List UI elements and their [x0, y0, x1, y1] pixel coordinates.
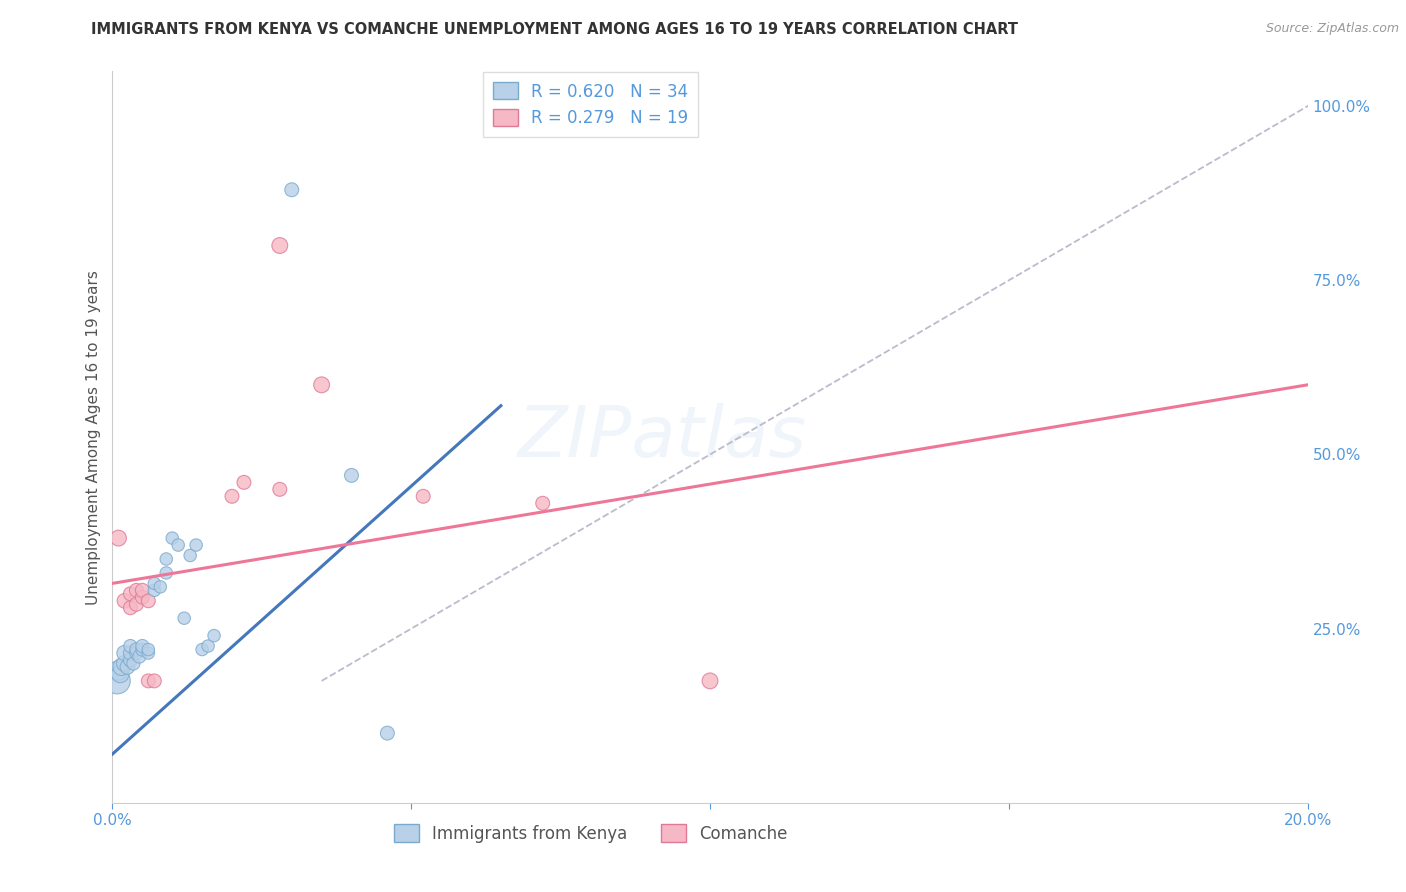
Point: [269, 483, 291, 497]
Point: [131, 639, 153, 653]
Point: [138, 646, 160, 660]
Point: [107, 531, 129, 545]
Point: [531, 496, 554, 510]
Point: [179, 549, 201, 563]
Point: [120, 600, 142, 615]
Point: [155, 552, 177, 566]
Point: [131, 591, 153, 605]
Point: [128, 649, 150, 664]
Text: IMMIGRANTS FROM KENYA VS COMANCHE UNEMPLOYMENT AMONG AGES 16 TO 19 YEARS CORRELA: IMMIGRANTS FROM KENYA VS COMANCHE UNEMPL…: [91, 22, 1018, 37]
Point: [197, 639, 219, 653]
Legend: Immigrants from Kenya, Comanche: Immigrants from Kenya, Comanche: [387, 818, 794, 849]
Point: [120, 646, 142, 660]
Y-axis label: Unemployment Among Ages 16 to 19 years: Unemployment Among Ages 16 to 19 years: [86, 269, 101, 605]
Point: [233, 475, 256, 490]
Point: [125, 597, 148, 611]
Point: [221, 489, 243, 503]
Point: [114, 657, 135, 671]
Point: [281, 183, 304, 197]
Point: [110, 660, 132, 674]
Point: [311, 377, 333, 392]
Point: [377, 726, 399, 740]
Point: [167, 538, 190, 552]
Point: [155, 566, 177, 580]
Point: [138, 594, 160, 608]
Point: [120, 587, 142, 601]
Point: [122, 657, 145, 671]
Point: [120, 639, 142, 653]
Point: [173, 611, 195, 625]
Point: [412, 489, 434, 503]
Point: [269, 238, 291, 252]
Point: [191, 642, 214, 657]
Point: [143, 583, 166, 598]
Point: [114, 594, 135, 608]
Point: [110, 667, 132, 681]
Point: [131, 583, 153, 598]
Point: [340, 468, 363, 483]
Point: [125, 583, 148, 598]
Point: [162, 531, 183, 545]
Point: [107, 664, 129, 678]
Point: [125, 646, 148, 660]
Point: [114, 646, 135, 660]
Point: [120, 653, 142, 667]
Point: [131, 642, 153, 657]
Point: [117, 660, 139, 674]
Point: [699, 673, 721, 688]
Text: ZIPatlas: ZIPatlas: [517, 402, 807, 472]
Point: [138, 642, 160, 657]
Point: [143, 576, 166, 591]
Point: [149, 580, 172, 594]
Point: [202, 629, 225, 643]
Point: [138, 673, 160, 688]
Text: Source: ZipAtlas.com: Source: ZipAtlas.com: [1265, 22, 1399, 36]
Point: [105, 673, 128, 688]
Point: [125, 642, 148, 657]
Point: [143, 673, 166, 688]
Point: [186, 538, 208, 552]
